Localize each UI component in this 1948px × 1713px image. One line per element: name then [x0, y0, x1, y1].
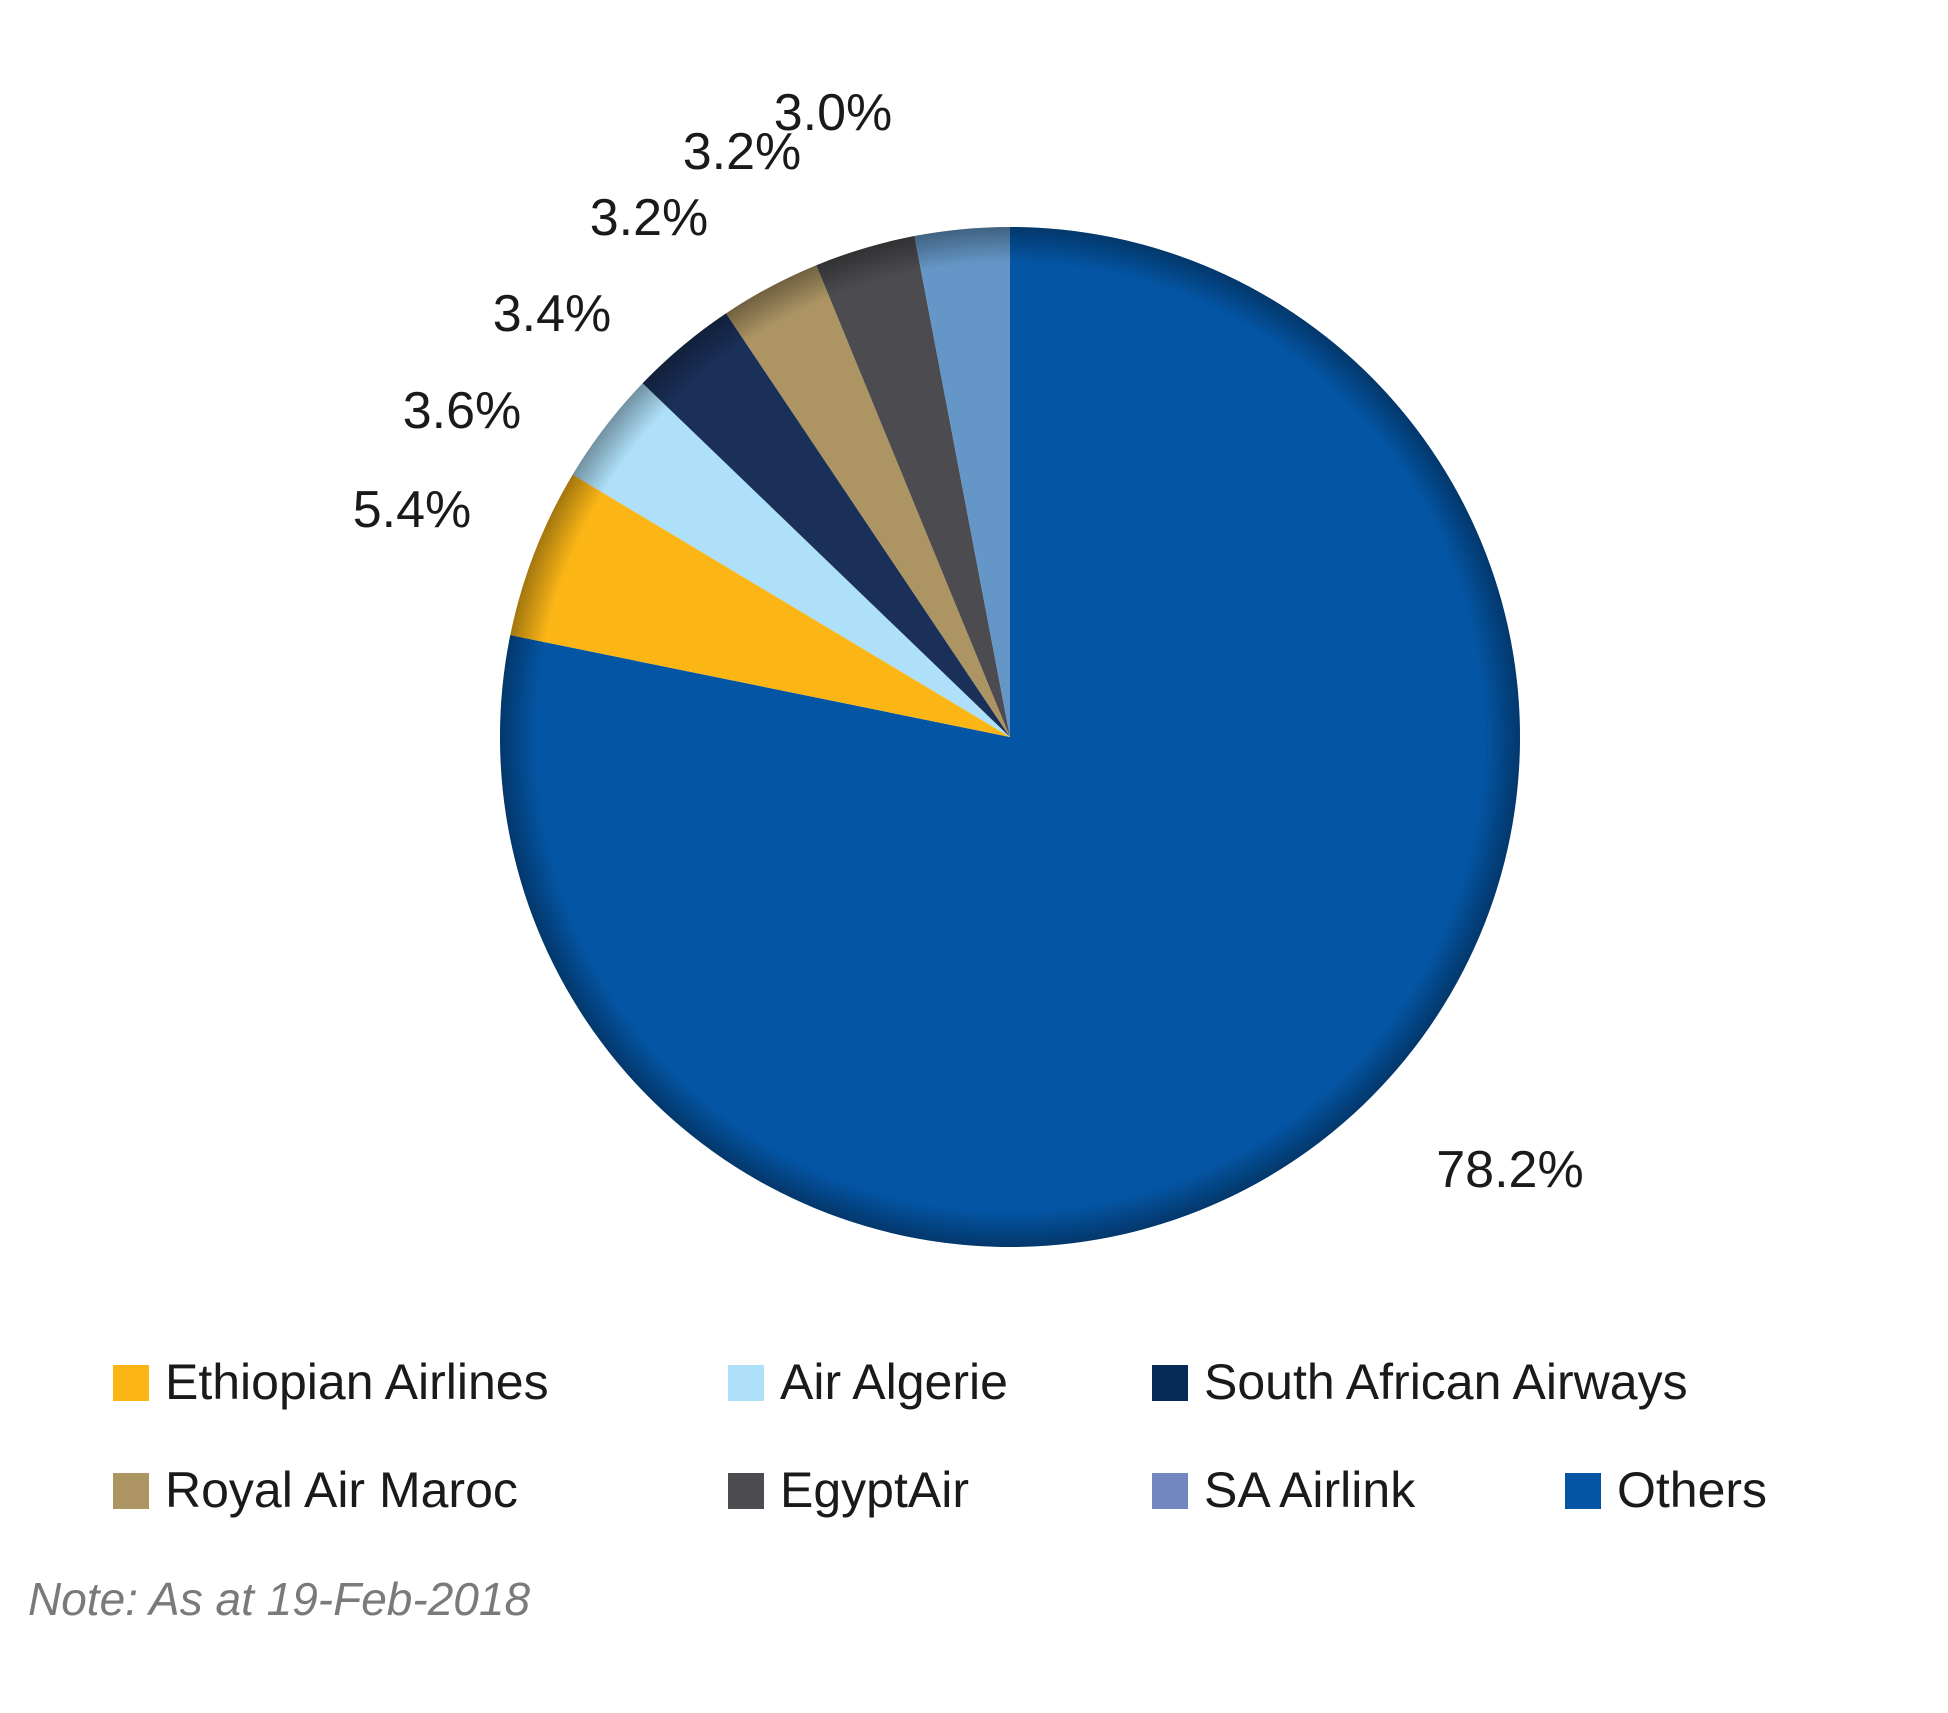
legend-label-others: Others — [1617, 1462, 1767, 1518]
pie-slices — [499, 227, 1520, 1247]
legend-swatch-royal-air-maroc — [113, 1473, 149, 1509]
legend-label-ethiopian-airlines: Ethiopian Airlines — [165, 1354, 549, 1410]
legend-item-south-african-airways: South African Airways — [1152, 1354, 1688, 1410]
slice-label-south-african-airways: 3.4% — [493, 285, 612, 343]
legend-label-royal-air-maroc: Royal Air Maroc — [165, 1462, 518, 1518]
legend-swatch-ethiopian-airlines — [113, 1365, 149, 1401]
slice-label-sa-airlink: 3.0% — [774, 84, 893, 142]
legend-item-egyptair: EgyptAir — [728, 1462, 969, 1518]
slice-label-royal-air-maroc: 3.2% — [590, 189, 709, 247]
legend-swatch-others — [1565, 1473, 1601, 1509]
legend: Ethiopian Airlines Air Algerie South Afric… — [113, 1354, 1767, 1518]
legend-label-air-algerie: Air Algerie — [780, 1354, 1008, 1410]
chart-note: Note: As at 19-Feb-2018 — [28, 1573, 530, 1625]
legend-item-air-algerie: Air Algerie — [728, 1354, 1008, 1410]
legend-item-ethiopian-airlines: Ethiopian Airlines — [113, 1354, 549, 1410]
legend-swatch-south-african-airways — [1152, 1365, 1188, 1401]
slice-label-egyptair: 3.2% — [683, 123, 802, 181]
legend-swatch-air-algerie — [728, 1365, 764, 1401]
legend-label-egyptair: EgyptAir — [780, 1462, 969, 1518]
legend-swatch-sa-airlink — [1152, 1473, 1188, 1509]
legend-item-royal-air-maroc: Royal Air Maroc — [113, 1462, 518, 1518]
slice-label-others: 78.2% — [1436, 1141, 1583, 1199]
legend-item-sa-airlink: SA Airlink — [1152, 1462, 1416, 1518]
legend-label-south-african-airways: South African Airways — [1204, 1354, 1688, 1410]
legend-label-sa-airlink: SA Airlink — [1204, 1462, 1416, 1518]
legend-swatch-egyptair — [728, 1473, 764, 1509]
slice-label-air-algerie: 3.6% — [403, 382, 522, 440]
slice-labels: 78.2%5.4%3.6%3.4%3.2%3.2%3.0% — [353, 84, 1584, 1199]
legend-item-others: Others — [1565, 1462, 1767, 1518]
slice-label-ethiopian-airlines: 5.4% — [353, 481, 472, 539]
